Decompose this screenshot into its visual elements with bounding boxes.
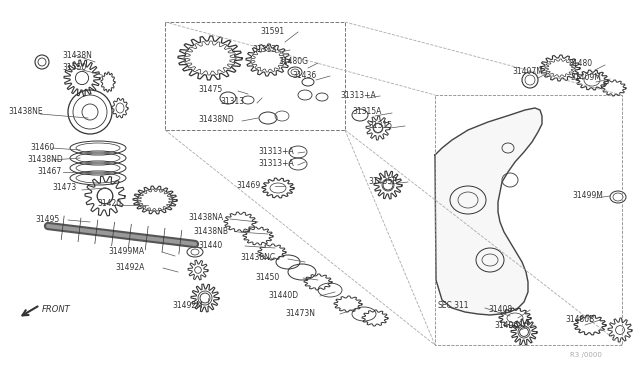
- Text: 31467: 31467: [37, 167, 61, 176]
- Text: 31550: 31550: [62, 64, 86, 73]
- Text: 31313+A: 31313+A: [258, 160, 294, 169]
- Text: 31409M: 31409M: [570, 74, 601, 83]
- Text: 31480B: 31480B: [565, 315, 595, 324]
- Text: FRONT: FRONT: [42, 305, 71, 314]
- Text: 31440: 31440: [198, 241, 222, 250]
- Text: R3 /0000: R3 /0000: [570, 352, 602, 358]
- Text: 31460: 31460: [30, 144, 54, 153]
- Text: 31315A: 31315A: [352, 108, 381, 116]
- Text: 31315: 31315: [368, 121, 392, 129]
- Text: 31473N: 31473N: [285, 308, 315, 317]
- Text: 31440D: 31440D: [268, 292, 298, 301]
- Text: 31313+A: 31313+A: [340, 90, 376, 99]
- Text: 31438NB: 31438NB: [193, 228, 228, 237]
- Text: 31408: 31408: [488, 305, 512, 314]
- Text: 31436: 31436: [292, 71, 316, 80]
- Text: 31480: 31480: [568, 60, 592, 68]
- Text: 31438NA: 31438NA: [188, 214, 223, 222]
- Text: 31492A: 31492A: [115, 263, 145, 273]
- Text: 31438NE: 31438NE: [8, 108, 43, 116]
- Text: 31496: 31496: [494, 321, 518, 330]
- Text: 31480G: 31480G: [278, 58, 308, 67]
- Text: 31313: 31313: [220, 97, 244, 106]
- Text: 31492M: 31492M: [172, 301, 203, 310]
- Text: 31499M: 31499M: [572, 190, 603, 199]
- Text: 31435R: 31435R: [368, 177, 397, 186]
- Text: 31473: 31473: [52, 183, 76, 192]
- Text: 31313+A: 31313+A: [258, 148, 294, 157]
- Text: 31407M: 31407M: [512, 67, 543, 77]
- Polygon shape: [435, 108, 542, 315]
- Text: 31450: 31450: [255, 273, 279, 282]
- Text: 31469: 31469: [236, 180, 260, 189]
- Text: 31438N: 31438N: [62, 51, 92, 60]
- Text: 31420: 31420: [97, 199, 121, 208]
- Text: 31313: 31313: [252, 45, 276, 55]
- Text: 31438ND: 31438ND: [27, 155, 63, 164]
- Text: 31591: 31591: [260, 28, 284, 36]
- Text: SEC.311: SEC.311: [438, 301, 470, 310]
- Text: 31438NC: 31438NC: [240, 253, 275, 263]
- Text: 31475: 31475: [198, 86, 222, 94]
- Text: 31438ND: 31438ND: [198, 115, 234, 125]
- Text: 31495: 31495: [35, 215, 60, 224]
- Text: 31499MA: 31499MA: [108, 247, 144, 257]
